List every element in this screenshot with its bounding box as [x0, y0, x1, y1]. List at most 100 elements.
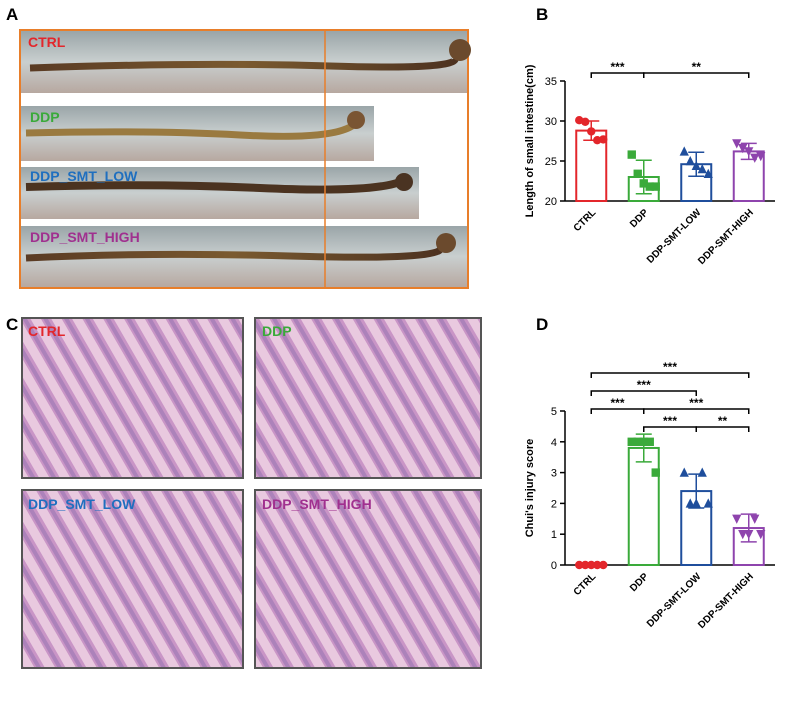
stomach — [436, 233, 456, 253]
intestine — [25, 247, 443, 262]
significance-label: ** — [692, 60, 702, 74]
x-tick-label: CTRL — [572, 207, 599, 234]
histology: CTRL DDP DDP_SMT_LOW DDP_SMT_HIGH — [21, 317, 482, 669]
data-point — [697, 467, 707, 477]
data-point — [581, 560, 590, 570]
intestine — [29, 56, 459, 72]
data-point — [756, 530, 766, 540]
stomach — [347, 111, 365, 129]
panel-letter: C — [6, 315, 18, 334]
y-tick-label: 35 — [545, 76, 557, 88]
y-tick-label: 1 — [551, 529, 557, 541]
y-axis-label: Chui's injury score — [524, 439, 536, 538]
data-point — [685, 155, 695, 166]
data-point — [633, 169, 642, 178]
data-point — [645, 182, 654, 191]
photo-label: CTRL — [28, 323, 66, 339]
data-point — [593, 560, 602, 570]
data-point — [651, 182, 660, 191]
data-point — [633, 437, 642, 446]
photo-label: DDP_SMT_HIGH — [30, 229, 140, 245]
micrograph — [21, 317, 244, 479]
x-tick-label: DDP-SMT-LOW — [645, 207, 704, 266]
data-point — [738, 144, 748, 154]
significance-label: *** — [663, 414, 677, 428]
data-point — [587, 560, 596, 570]
data-point — [750, 514, 760, 524]
micrograph — [21, 489, 244, 669]
data-point — [645, 437, 654, 446]
data-point — [744, 147, 754, 157]
data-point — [703, 498, 713, 508]
photo — [21, 167, 419, 219]
data-point — [756, 152, 766, 162]
x-tick-label: DDP-SMT-HIGH — [696, 207, 756, 267]
y-tick-label: 25 — [545, 156, 557, 168]
significance-bracket — [695, 426, 750, 432]
data-point — [732, 514, 742, 524]
panel-letter: A — [6, 5, 18, 24]
data-point — [599, 560, 608, 570]
significance-label: ** — [718, 414, 728, 428]
photo-label: DDP — [30, 109, 60, 125]
data-point — [679, 146, 689, 156]
y-tick-label: 5 — [551, 406, 557, 418]
data-point — [732, 139, 742, 149]
data-point — [697, 163, 707, 174]
stomach — [395, 173, 413, 191]
y-tick-label: 20 — [545, 196, 557, 208]
intestine — [25, 178, 402, 194]
photo-label: DDP — [262, 323, 292, 339]
bar — [627, 446, 660, 566]
micrograph — [254, 489, 482, 669]
x-tick-label: DDP — [628, 571, 651, 594]
significance-bracket — [590, 372, 750, 378]
data-point — [639, 179, 648, 188]
data-point — [575, 560, 584, 570]
photo-label: DDP_SMT_LOW — [28, 496, 136, 512]
significance-label: *** — [637, 378, 651, 392]
photo-label: CTRL — [28, 34, 66, 50]
data-point — [627, 437, 636, 446]
data-point — [639, 437, 648, 446]
data-point — [691, 160, 701, 170]
panel-letter: B — [536, 5, 548, 24]
y-axis-label: Length of small intestine(cm) — [524, 64, 536, 217]
error-bar — [635, 159, 652, 195]
significance-bracket — [643, 72, 750, 78]
data-point — [581, 117, 590, 127]
data-point — [651, 468, 660, 477]
data-point — [599, 135, 608, 144]
data-point — [627, 150, 636, 159]
data-point — [744, 530, 754, 540]
micrograph — [254, 317, 482, 479]
data-point — [691, 498, 701, 508]
panel-letter: D — [536, 315, 548, 334]
significance-label: *** — [689, 396, 703, 410]
y-tick-label: 0 — [551, 560, 557, 572]
y-tick-label: 3 — [551, 468, 557, 480]
significance-bracket — [590, 390, 697, 396]
data-point — [685, 498, 695, 508]
data-point — [750, 153, 760, 163]
significance-label: *** — [610, 60, 624, 74]
stomach — [449, 39, 471, 61]
x-tick-label: DDP-SMT-LOW — [645, 571, 704, 630]
x-tick-label: CTRL — [572, 571, 599, 598]
data-point — [679, 467, 689, 477]
significance-bracket — [643, 408, 750, 414]
significance-label: *** — [610, 396, 624, 410]
significance-label: *** — [663, 360, 677, 374]
intestine-photos: CTRL DDP DDP_SMT_LOW DDP_SMT_HIGH — [19, 29, 471, 289]
data-point — [587, 127, 596, 136]
intestine — [25, 122, 354, 140]
photo-label: DDP_SMT_LOW — [30, 168, 138, 184]
x-tick-label: DDP-SMT-HIGH — [696, 571, 756, 631]
x-tick-label: DDP — [628, 207, 651, 230]
y-tick-label: 2 — [551, 498, 557, 510]
y-tick-label: 30 — [545, 116, 557, 128]
data-point — [738, 530, 748, 540]
photo-label: DDP_SMT_HIGH — [262, 496, 372, 512]
